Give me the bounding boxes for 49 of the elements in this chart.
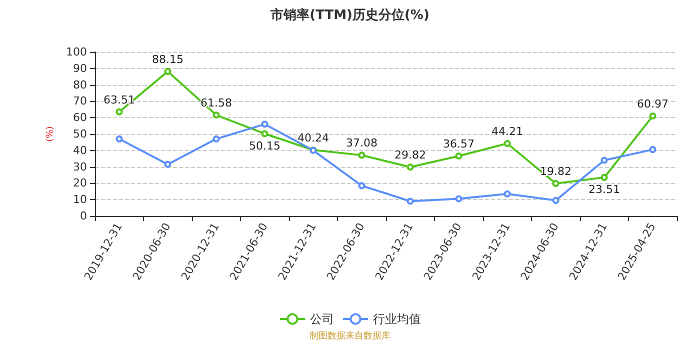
data-label: 44.21 bbox=[492, 124, 523, 138]
point bbox=[406, 164, 414, 171]
data-label: 40.24 bbox=[298, 132, 329, 145]
chart-title: 市销率(TTM)历史分位(%) bbox=[270, 7, 430, 23]
y-tick-label: 0 bbox=[80, 210, 87, 222]
point bbox=[164, 68, 172, 75]
data-label: 88.15 bbox=[152, 52, 184, 66]
point bbox=[212, 135, 220, 142]
y-tick-label: 100 bbox=[66, 46, 87, 58]
point bbox=[649, 146, 656, 154]
y-tick-label: 60 bbox=[73, 111, 87, 124]
y-axis-title: (%) bbox=[46, 126, 56, 142]
point bbox=[455, 195, 462, 202]
point bbox=[406, 198, 414, 205]
point bbox=[504, 140, 511, 147]
data-label: 60.97 bbox=[637, 98, 668, 111]
point bbox=[212, 112, 220, 119]
y-tick-label: 70 bbox=[73, 94, 87, 108]
y-tick-label: 10 bbox=[73, 193, 87, 206]
point bbox=[552, 196, 560, 204]
data-label: 50.15 bbox=[249, 139, 280, 152]
point bbox=[455, 152, 462, 160]
point bbox=[116, 135, 123, 142]
data-label: 29.82 bbox=[394, 148, 426, 162]
point bbox=[358, 152, 366, 159]
point bbox=[261, 130, 268, 138]
y-tick-label: 80 bbox=[73, 78, 87, 92]
y-tick-label: 30 bbox=[73, 160, 87, 174]
y-tick-label: 50 bbox=[73, 128, 87, 140]
y-tick-label: 90 bbox=[73, 62, 87, 75]
data-label: 36.57 bbox=[443, 138, 474, 151]
legend-label: 行业均值 bbox=[373, 312, 421, 326]
data-label: 19.82 bbox=[540, 164, 572, 178]
point bbox=[261, 120, 268, 128]
y-tick-label: 40 bbox=[73, 144, 87, 157]
point bbox=[116, 108, 123, 116]
y-tick-label: 20 bbox=[73, 176, 87, 190]
point bbox=[600, 156, 608, 164]
legend-label: 公司 bbox=[310, 312, 334, 326]
point bbox=[504, 190, 511, 198]
point bbox=[649, 112, 656, 120]
point bbox=[600, 174, 608, 181]
point bbox=[164, 160, 172, 168]
text: 制图数据来自数据库 bbox=[310, 330, 390, 342]
data-label: 23.51 bbox=[588, 182, 620, 196]
data-label: 37.08 bbox=[346, 136, 378, 150]
data-label: 63.51 bbox=[104, 93, 135, 106]
point bbox=[358, 182, 366, 190]
point bbox=[552, 180, 560, 187]
